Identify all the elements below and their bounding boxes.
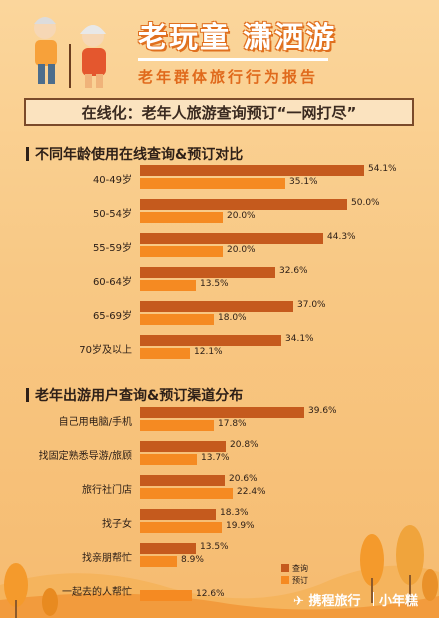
category-label: 55-59岁 xyxy=(92,243,132,254)
value-label: 12.6% xyxy=(196,589,225,599)
category-label: 40-49岁 xyxy=(92,175,132,186)
value-label: 50.0% xyxy=(351,198,380,208)
value-label: 37.0% xyxy=(297,300,326,310)
page-title: 老玩童 潇洒游 xyxy=(138,20,337,54)
category-label: 50-54岁 xyxy=(92,209,132,220)
value-label: 18.0% xyxy=(218,313,247,323)
query-bar xyxy=(140,267,275,278)
query-bar xyxy=(140,441,226,452)
category-label: 60-64岁 xyxy=(92,277,132,288)
value-label: 13.7% xyxy=(201,453,230,463)
partner-brand: 小年糕 xyxy=(379,594,419,609)
category-label: 找亲朋帮忙 xyxy=(82,553,132,564)
query-bar xyxy=(140,407,304,418)
booking-bar xyxy=(140,420,214,431)
value-label: 39.6% xyxy=(308,406,337,416)
value-label: 35.1% xyxy=(289,177,318,187)
chart2-title: 老年出游用户查询&预订渠道分布 xyxy=(26,385,243,405)
category-label: 70岁及以上 xyxy=(79,345,132,356)
value-label: 20.0% xyxy=(227,211,256,221)
brand-separator xyxy=(373,592,374,606)
value-label: 18.3% xyxy=(220,508,249,518)
category-label: 旅行社门店 xyxy=(82,485,132,496)
category-label: 找子女 xyxy=(102,519,132,530)
booking-bar xyxy=(140,280,196,291)
query-bar xyxy=(140,199,347,210)
value-label: 34.1% xyxy=(285,334,314,344)
page-subtitle: 老年群体旅行行为报告 xyxy=(138,68,319,86)
query-bar xyxy=(140,543,196,554)
value-label: 20.0% xyxy=(227,245,256,255)
category-label: 65-69岁 xyxy=(92,311,132,322)
booking-bar xyxy=(140,246,223,257)
booking-bar xyxy=(140,178,285,189)
value-label: 54.1% xyxy=(368,164,397,174)
chart1-title: 不同年龄使用在线查询&预订对比 xyxy=(26,144,243,164)
value-label: 22.4% xyxy=(237,487,266,497)
value-label: 32.6% xyxy=(279,266,308,276)
brand-name: 携程旅行 xyxy=(308,594,361,609)
legend-booking-swatch xyxy=(281,576,289,584)
value-label: 12.1% xyxy=(194,347,223,357)
booking-bar xyxy=(140,454,197,465)
title-divider xyxy=(138,58,328,61)
ctrip-logo-icon: ✈ xyxy=(293,594,304,609)
value-label: 8.9% xyxy=(181,555,204,565)
booking-bar xyxy=(140,590,192,601)
query-bar xyxy=(140,165,364,176)
query-bar xyxy=(140,335,281,346)
value-label: 20.6% xyxy=(229,474,258,484)
section-banner: 在线化：老年人旅游查询预订“一网打尽” xyxy=(24,98,414,126)
booking-bar xyxy=(140,556,177,567)
value-label: 13.5% xyxy=(200,279,229,289)
booking-bar xyxy=(140,522,222,533)
category-label: 自己用电脑/手机 xyxy=(58,417,132,428)
query-bar xyxy=(140,233,323,244)
legend-query-swatch xyxy=(281,564,289,572)
brand-logo: ✈ 携程旅行 xyxy=(293,590,360,609)
booking-bar xyxy=(140,212,223,223)
value-label: 19.9% xyxy=(226,521,255,531)
legend-query-label: 查询 xyxy=(292,564,308,573)
booking-bar xyxy=(140,348,190,359)
legend-booking-label: 预订 xyxy=(292,576,308,585)
elderly-couple-illustration xyxy=(34,17,106,88)
category-label: 一起去的人帮忙 xyxy=(62,587,132,598)
booking-bar xyxy=(140,488,233,499)
value-label: 20.8% xyxy=(230,440,259,450)
query-bar xyxy=(140,509,216,520)
query-bar xyxy=(140,301,293,312)
value-label: 44.3% xyxy=(327,232,356,242)
category-label: 找固定熟悉导游/旅顾 xyxy=(38,451,132,462)
value-label: 13.5% xyxy=(200,542,229,552)
query-bar xyxy=(140,475,225,486)
value-label: 17.8% xyxy=(218,419,247,429)
booking-bar xyxy=(140,314,214,325)
